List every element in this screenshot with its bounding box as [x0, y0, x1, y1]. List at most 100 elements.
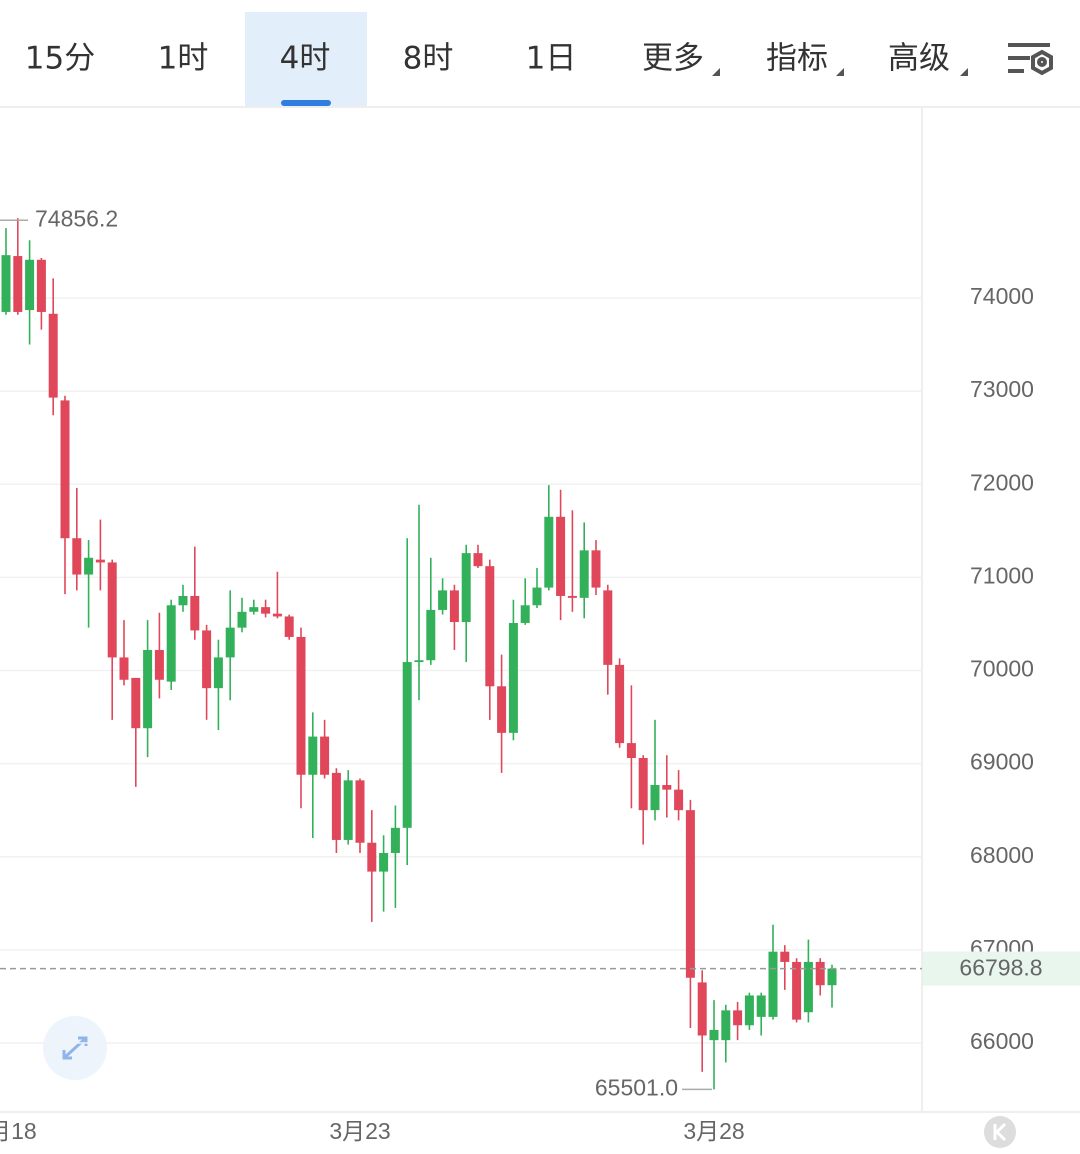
candle-body	[449, 590, 459, 623]
candle-body	[827, 968, 837, 986]
candle-body	[803, 961, 813, 1013]
candle-body	[178, 595, 188, 606]
y-tick-label: 70000	[970, 656, 1034, 682]
scroll-end-button[interactable]	[984, 1116, 1016, 1148]
candle-body	[603, 590, 613, 665]
candle-body	[154, 649, 164, 680]
candle-body	[662, 785, 672, 790]
dropdown-arrows	[712, 68, 968, 76]
y-tick-label: 69000	[970, 749, 1034, 775]
candle-body	[414, 660, 424, 663]
x-tick-label: 3月23	[329, 1118, 390, 1144]
timeframe-tab[interactable]: 更多	[642, 41, 704, 77]
x-tick-label: 3月18	[0, 1118, 37, 1144]
candle-body	[367, 842, 377, 872]
candle-body	[520, 605, 530, 623]
candle-body	[119, 657, 129, 680]
last-price-label: 66798.8	[959, 955, 1042, 981]
candle-body	[402, 662, 412, 828]
candle-body	[461, 553, 471, 623]
candle-body	[390, 827, 400, 853]
candle-body	[426, 609, 436, 661]
candle-body	[544, 516, 554, 588]
active-tab-underline	[281, 100, 331, 106]
candle-body	[579, 550, 589, 598]
candle-body	[1, 255, 11, 312]
active-tab-bg	[245, 12, 367, 106]
candle-body	[650, 785, 660, 811]
timeframe-tab[interactable]: 15分	[25, 41, 95, 77]
candle-body	[532, 587, 542, 606]
candle-body	[626, 743, 636, 758]
candle-body	[249, 607, 259, 612]
candle-body	[225, 627, 235, 658]
candle-body	[72, 538, 82, 575]
candle-body	[438, 590, 448, 610]
y-tick-label: 71000	[970, 562, 1034, 588]
candle-body	[261, 607, 271, 614]
timeframe-tab[interactable]: 4时	[280, 41, 331, 77]
timeframe-tab[interactable]: 8时	[403, 41, 454, 77]
candle-body	[638, 757, 648, 811]
candle-body	[237, 611, 247, 628]
candle-body	[107, 562, 117, 658]
candle-body	[709, 1029, 719, 1041]
candle-body	[815, 961, 825, 986]
candle-body	[60, 400, 70, 539]
candle-body	[733, 1010, 743, 1026]
candle-body	[615, 664, 625, 744]
y-tick-label: 66000	[970, 1028, 1034, 1054]
candle-body	[166, 605, 176, 682]
y-tick-label: 72000	[970, 469, 1034, 495]
candle-body	[36, 259, 46, 312]
candle-body	[296, 636, 306, 775]
timeframe-tab[interactable]: 1时	[158, 41, 209, 77]
candle-body	[485, 566, 495, 687]
candle-body	[768, 951, 778, 1017]
candle-body	[320, 736, 330, 775]
x-tick-label: 3月28	[683, 1118, 744, 1144]
y-tick-label: 74000	[970, 283, 1034, 309]
candle-body	[190, 595, 200, 631]
candle-body	[508, 622, 518, 733]
y-tick-label: 68000	[970, 842, 1034, 868]
candle-body	[721, 1010, 731, 1041]
candle-body	[685, 810, 695, 978]
timeframe-tab[interactable]: 1日	[526, 41, 577, 77]
timeframe-tab[interactable]: 高级	[888, 41, 950, 77]
candle-body	[143, 649, 153, 729]
candle-body	[202, 630, 212, 689]
candle-body	[25, 259, 35, 311]
candle-body	[591, 550, 601, 588]
candle-body	[213, 657, 223, 689]
candle-body	[674, 789, 684, 811]
candle-body	[567, 595, 577, 598]
candle-body	[343, 780, 353, 840]
candle-body	[48, 313, 58, 398]
y-tick-label: 73000	[970, 376, 1034, 402]
candle-body	[756, 995, 766, 1017]
candle-body	[379, 852, 389, 872]
candle-body	[355, 780, 365, 843]
candle-body	[473, 553, 483, 567]
candle-body	[131, 677, 141, 729]
candle-body	[792, 961, 802, 1020]
scroll-end-icon	[993, 1122, 1007, 1142]
candle-body	[84, 557, 94, 575]
low-marker-label: 65501.0	[595, 1074, 678, 1100]
candle-body	[497, 686, 507, 733]
high-marker-label: 74856.2	[35, 205, 118, 231]
settings-icon[interactable]	[1008, 43, 1053, 76]
candle-body	[13, 256, 23, 312]
candle-body	[780, 951, 790, 962]
candle-body	[272, 613, 282, 617]
timeframe-tab[interactable]: 指标	[766, 41, 828, 77]
candle-body	[284, 616, 294, 637]
candle-body	[95, 559, 105, 563]
candle-body	[308, 736, 318, 775]
candle-body	[744, 995, 754, 1026]
candle-body	[697, 982, 707, 1036]
last-price-bg	[923, 951, 1080, 986]
